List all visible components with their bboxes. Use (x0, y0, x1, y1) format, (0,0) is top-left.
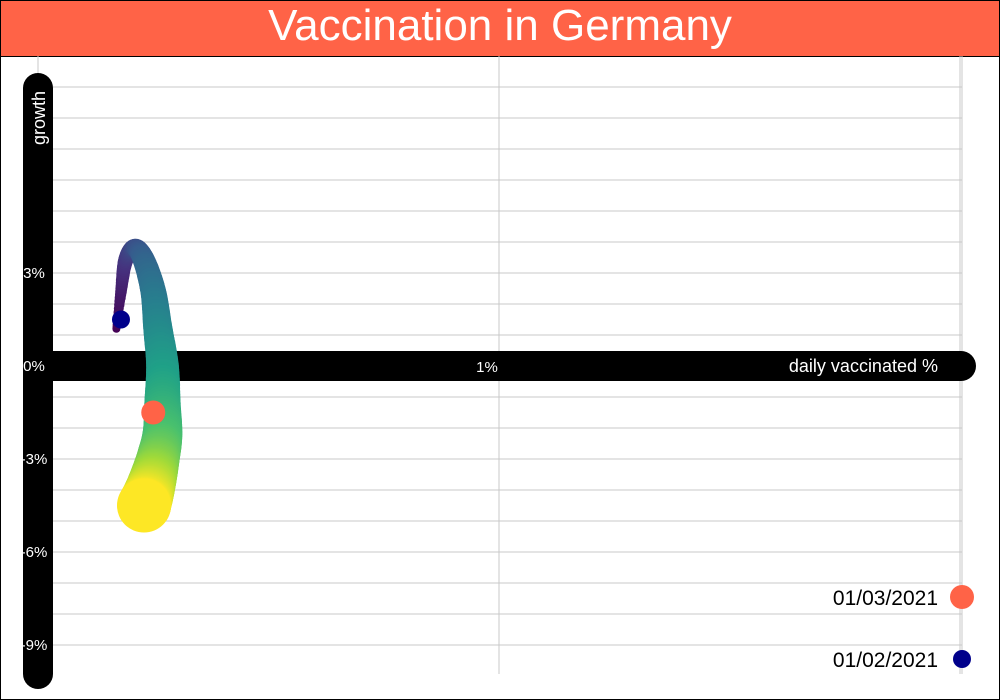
legend-swatch (953, 650, 971, 668)
point-01-02-2021 (111, 310, 130, 329)
y-tick-label: -6% (21, 544, 48, 561)
axes: 3% 0% -3% -6% -9% 1% daily vaccinated % growth (21, 73, 976, 689)
trajectory (112, 238, 183, 533)
trajectory-dot (117, 478, 171, 533)
chart-title: Vaccination in Germany (268, 0, 732, 50)
legend-label: 01/03/2021 (833, 587, 938, 610)
legend: 01/03/2021 01/02/2021 (833, 585, 974, 672)
title-bar: Vaccination in Germany (1, 1, 999, 57)
y-tick-label: 0% (23, 358, 45, 375)
y-axis-label: growth (29, 91, 49, 145)
y-tick-label: 3% (23, 265, 45, 282)
y-tick-label: -9% (21, 637, 48, 654)
legend-label: 01/02/2021 (833, 649, 938, 672)
legend-swatch (950, 585, 974, 609)
y-tick-label: -3% (21, 451, 48, 468)
x-axis-label: daily vaccinated % (789, 356, 938, 376)
x-tick-label: 1% (476, 359, 498, 376)
highlight-points (111, 310, 166, 425)
point-01-03-2021 (141, 400, 166, 425)
